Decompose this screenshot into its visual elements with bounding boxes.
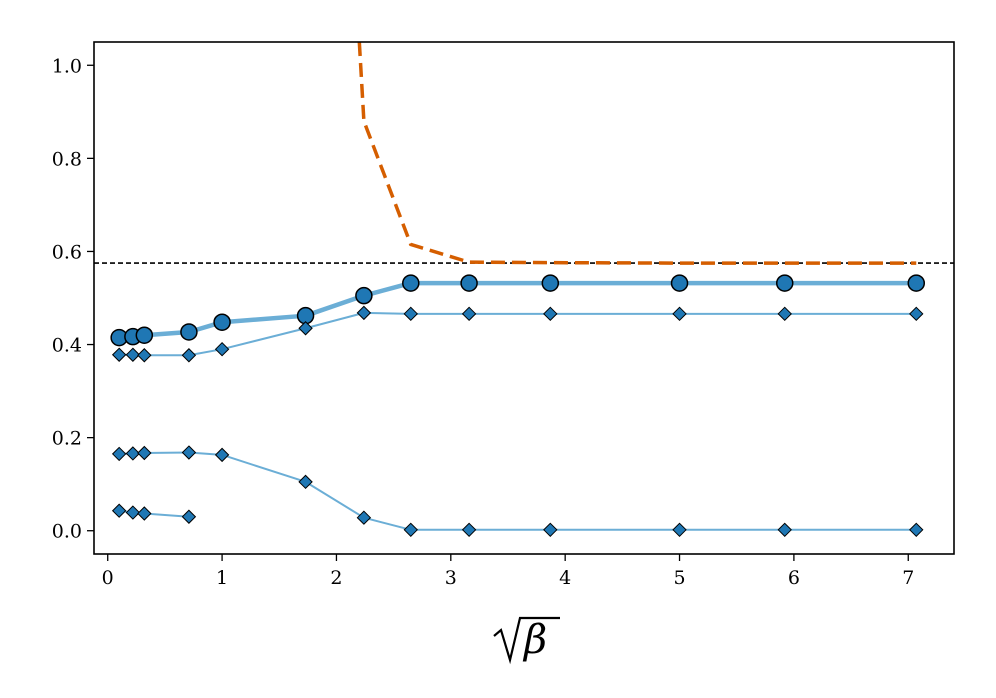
diamond-marker <box>461 522 477 538</box>
circle-marker <box>213 313 231 331</box>
diamond-marker <box>777 306 792 322</box>
axes-layer: 0 1 2 3 4 5 6 7 0.0 0.2 0.4 0.6 0.8 1.0 <box>52 55 915 589</box>
diamond-marker <box>137 348 152 363</box>
diamond-marker <box>356 510 372 525</box>
x-tick-label: 4 <box>559 567 571 589</box>
diamond-marker <box>298 474 313 490</box>
x-tick-label: 2 <box>330 567 342 589</box>
circle-marker <box>670 274 689 292</box>
diamond-marker <box>543 306 558 322</box>
circle-marker <box>180 323 198 341</box>
diamond-marker <box>672 306 687 322</box>
sqrt-sign <box>493 616 560 665</box>
x-tick-label: 7 <box>902 567 914 589</box>
diamond-marker <box>125 446 141 461</box>
diamond-marker <box>137 506 152 521</box>
diamond-marker <box>125 347 141 362</box>
x-tick-label: 1 <box>216 567 228 589</box>
x-tick-label: 5 <box>673 567 685 589</box>
circle-marker <box>460 274 478 292</box>
diamond-marker <box>214 447 230 463</box>
x-axis-label: β <box>493 616 560 665</box>
diamond-marker <box>909 306 924 322</box>
dashed-curve <box>357 42 917 265</box>
diamond-marker <box>214 341 230 357</box>
circle-marker <box>775 274 794 292</box>
diamond-marker <box>403 306 418 322</box>
diamond-marker <box>111 503 127 518</box>
y-tick-label: 1.0 <box>52 55 82 77</box>
diamond-marker <box>181 509 197 524</box>
y-tick-label: 0.6 <box>52 241 82 263</box>
x-tick-label: 3 <box>445 567 457 589</box>
circle-marker <box>402 274 420 292</box>
y-tick-label: 0.2 <box>52 428 82 450</box>
series-2-line <box>119 451 917 531</box>
circle-marker <box>907 274 926 292</box>
series-0-line <box>119 280 917 340</box>
x-tick-label: 0 <box>102 567 114 589</box>
diamond-marker <box>672 522 687 538</box>
diamond-marker <box>181 348 197 363</box>
diamond-marker <box>461 306 477 322</box>
series-layer <box>94 42 954 538</box>
diamond-marker <box>111 446 127 462</box>
y-tick-label: 0.4 <box>52 335 82 357</box>
circle-marker <box>541 274 560 292</box>
diamond-marker <box>356 305 372 321</box>
diamond-marker <box>777 522 792 538</box>
y-tick-label: 0.8 <box>52 148 82 170</box>
diamond-marker <box>111 347 127 362</box>
circle-marker <box>135 326 154 344</box>
diamond-marker <box>137 445 152 461</box>
diamond-marker <box>909 522 924 538</box>
y-tick-label: 0.0 <box>52 521 82 543</box>
plot-frame <box>93 41 955 555</box>
x-tick-label: 6 <box>788 567 800 589</box>
diamond-marker <box>125 505 141 520</box>
x-axis-label-text: β <box>522 617 547 663</box>
circle-marker <box>355 286 373 305</box>
diamond-marker <box>403 522 418 538</box>
diamond-marker <box>298 321 313 336</box>
diamond-marker <box>543 522 558 538</box>
diamond-marker <box>181 445 197 460</box>
